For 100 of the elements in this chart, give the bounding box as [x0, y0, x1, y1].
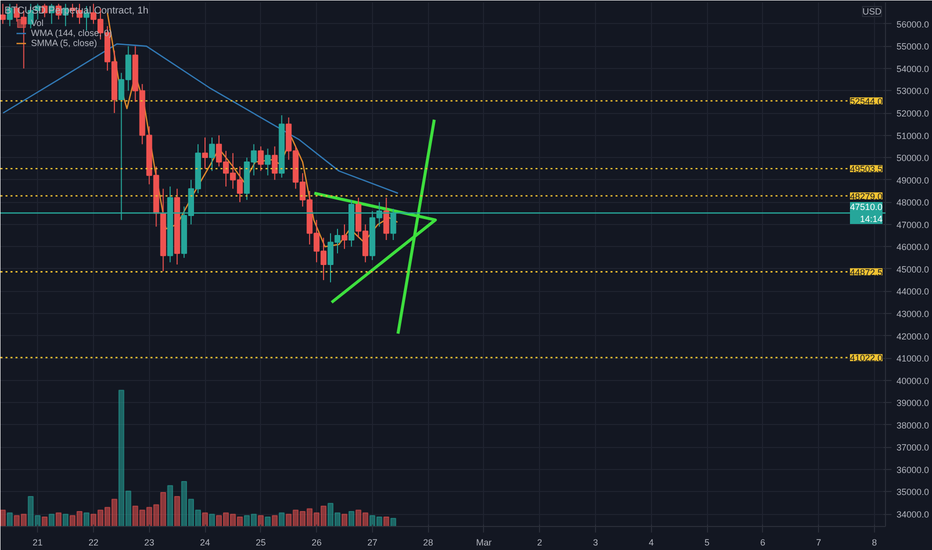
bar — [111, 498, 118, 526]
x-tick-label: 4 — [648, 538, 654, 548]
x-tick-label: 27 — [367, 538, 378, 548]
bar — [132, 506, 138, 526]
legend-label: SMMA (5, close) — [31, 38, 98, 48]
y-tick-label: 36000.0 — [896, 464, 930, 475]
bar — [14, 515, 20, 526]
bar — [76, 511, 82, 526]
y-tick-label: 41000.0 — [896, 354, 930, 364]
bar — [355, 510, 362, 526]
bar — [334, 512, 340, 526]
y-tick-label: 37000.0 — [896, 442, 930, 453]
bar — [306, 508, 313, 526]
bar — [90, 514, 96, 526]
bar — [342, 514, 348, 526]
bar — [314, 512, 320, 526]
bar — [244, 515, 250, 526]
ref-line-label: 52544.0 — [850, 96, 883, 106]
bar — [195, 510, 201, 526]
bar — [209, 514, 215, 526]
bar — [292, 510, 299, 526]
y-axis-title: USD — [862, 6, 882, 16]
bar — [167, 485, 174, 526]
candlestick — [264, 148, 271, 176]
candlestick — [209, 137, 215, 172]
bar — [264, 516, 271, 526]
x-tick-label: 24 — [200, 538, 210, 548]
bar — [250, 514, 257, 526]
y-tick-label: 49000.0 — [896, 175, 930, 186]
bar — [146, 506, 152, 526]
y-tick-label: 47000.0 — [896, 220, 930, 230]
bar — [125, 490, 132, 526]
bar — [56, 512, 62, 526]
y-tick-label: 45000.0 — [896, 264, 930, 274]
bar — [160, 492, 166, 526]
bar — [42, 516, 48, 526]
bar — [216, 515, 222, 526]
y-tick-label: 42000.0 — [896, 331, 930, 342]
bar — [34, 515, 41, 526]
y-tick-label: 50000.0 — [896, 153, 930, 164]
bar — [222, 512, 229, 526]
candlestick — [258, 146, 264, 172]
bar — [362, 512, 368, 526]
y-tick-label: 44000.0 — [896, 286, 930, 297]
legend-label: Vol — [31, 18, 45, 28]
bar — [6, 512, 13, 526]
bar — [104, 506, 110, 526]
bar — [348, 511, 354, 526]
bar — [376, 516, 382, 526]
bar — [230, 514, 236, 526]
ref-line-label: 44872.5 — [850, 267, 883, 278]
candlestick — [0, 3, 6, 24]
y-tick-label: 54000.0 — [896, 64, 930, 74]
x-tick-label: 8 — [872, 538, 877, 548]
x-tick-label: 21 — [32, 538, 43, 548]
candlestick — [202, 137, 208, 170]
y-tick-label: 56000.0 — [896, 19, 930, 30]
y-tick-label: 48000.0 — [896, 198, 930, 208]
y-tick-label: 52000.0 — [896, 108, 930, 119]
candlestick — [342, 224, 348, 250]
y-tick-label: 40000.0 — [896, 376, 930, 386]
bar — [369, 515, 376, 526]
bar — [272, 515, 278, 526]
y-tick-label: 34000.0 — [896, 510, 930, 520]
y-tick-label: 51000.0 — [896, 130, 930, 141]
bar — [181, 481, 188, 526]
y-tick-label: 55000.0 — [896, 42, 930, 52]
x-tick-label: 5 — [704, 538, 710, 548]
x-tick-label: 2 — [537, 538, 542, 548]
bar — [153, 504, 160, 526]
x-tick-label: Mar — [476, 538, 492, 548]
x-tick-label: 23 — [144, 538, 154, 548]
bar — [328, 502, 334, 526]
bar — [383, 516, 390, 526]
ref-line-label: 41022.0 — [850, 353, 883, 364]
bar — [0, 510, 6, 526]
bar — [174, 496, 180, 526]
x-tick-label: 25 — [256, 538, 266, 548]
ref-line-label: 49503.5 — [850, 164, 883, 174]
x-tick-label: 3 — [592, 538, 598, 548]
bar — [278, 512, 285, 526]
bar — [236, 516, 243, 526]
ref-line-label: 47510.0 14:14 — [850, 202, 883, 224]
y-tick-label: 39000.0 — [896, 398, 930, 408]
y-tick-label: 46000.0 — [896, 242, 930, 252]
y-tick-label: 43000.0 — [896, 309, 930, 320]
x-tick-label: 6 — [760, 538, 766, 548]
bar — [188, 498, 194, 526]
bar — [62, 514, 69, 526]
candlestick — [383, 197, 390, 240]
ref-line-label: 48279.0 — [850, 191, 883, 202]
bar — [320, 506, 326, 526]
x-tick-label: 7 — [816, 538, 822, 548]
y-tick-label: 35000.0 — [896, 487, 930, 498]
bar — [84, 512, 90, 526]
y-tick-label: 53000.0 — [896, 86, 930, 96]
bar — [48, 514, 55, 526]
bar — [70, 515, 76, 526]
x-tick-label: 26 — [312, 538, 322, 548]
bar — [20, 514, 27, 526]
